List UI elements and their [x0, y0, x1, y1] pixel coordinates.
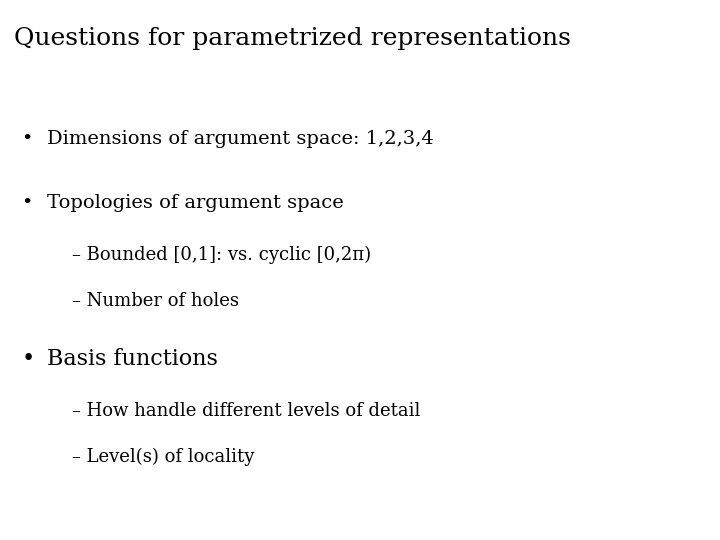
Text: Topologies of argument space: Topologies of argument space	[47, 194, 343, 212]
Text: Questions for parametrized representations: Questions for parametrized representatio…	[14, 27, 571, 50]
Text: – Number of holes: – Number of holes	[72, 292, 239, 309]
Text: •: •	[22, 194, 33, 212]
Text: •: •	[22, 130, 33, 147]
Text: – How handle different levels of detail: – How handle different levels of detail	[72, 402, 420, 420]
Text: Basis functions: Basis functions	[47, 348, 217, 370]
Text: – Bounded [0,1]: vs. cyclic [0,2π): – Bounded [0,1]: vs. cyclic [0,2π)	[72, 246, 371, 264]
Text: – Level(s) of locality: – Level(s) of locality	[72, 448, 254, 467]
Text: Dimensions of argument space: 1,2,3,4: Dimensions of argument space: 1,2,3,4	[47, 130, 433, 147]
Text: •: •	[22, 348, 35, 370]
